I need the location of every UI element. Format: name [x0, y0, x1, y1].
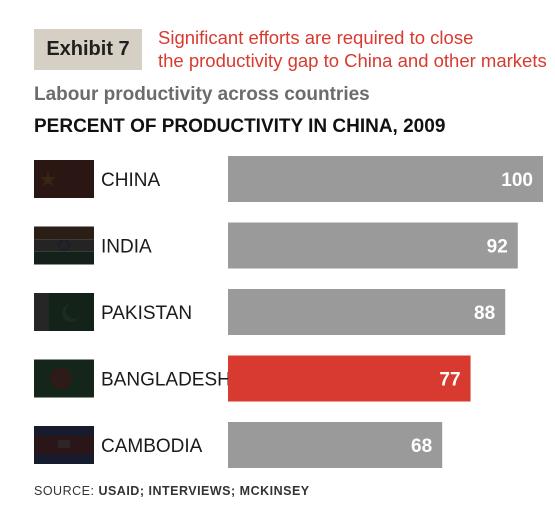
- source-prefix: SOURCE:: [34, 484, 95, 498]
- source-text: USAID; INTERVIEWS; MCKINSEY: [98, 484, 310, 498]
- value-label-pakistan: 88: [474, 303, 495, 324]
- bar-india: [228, 222, 518, 269]
- bar-china: [228, 156, 543, 202]
- chart-title: PERCENT OF PRODUCTIVITY IN CHINA, 2009: [34, 116, 446, 137]
- value-label-china: 100: [501, 170, 533, 191]
- bar-pakistan: [228, 289, 506, 335]
- country-label-pakistan: PAKISTAN: [101, 303, 192, 324]
- bar-cambodia: [228, 422, 443, 468]
- source-note: SOURCE: USAID; INTERVIEWS; MCKINSEY: [34, 484, 310, 498]
- chart-subtitle: Labour productivity across countries: [34, 84, 370, 105]
- pakistan-flag-icon: [34, 293, 94, 331]
- value-label-india: 92: [487, 237, 508, 258]
- country-label-india: INDIA: [101, 237, 152, 258]
- bangladesh-flag-icon: [34, 359, 94, 398]
- india-flag-icon: [34, 226, 94, 265]
- cambodia-flag-icon: [34, 426, 94, 464]
- country-label-china: CHINA: [101, 170, 160, 191]
- value-label-bangladesh: 77: [439, 370, 460, 391]
- bar-bangladesh: [228, 355, 471, 402]
- headline: Significant efforts are required to clos…: [158, 26, 548, 72]
- headline-line-2: the productivity gap to China and other …: [158, 50, 547, 71]
- country-label-bangladesh: BANGLADESH: [101, 370, 231, 391]
- exhibit-badge: Exhibit 7: [34, 29, 142, 70]
- headline-line-1: Significant efforts are required to clos…: [158, 27, 474, 48]
- value-label-cambodia: 68: [411, 436, 432, 457]
- china-flag-icon: [34, 160, 94, 198]
- country-label-cambodia: CAMBODIA: [101, 436, 203, 457]
